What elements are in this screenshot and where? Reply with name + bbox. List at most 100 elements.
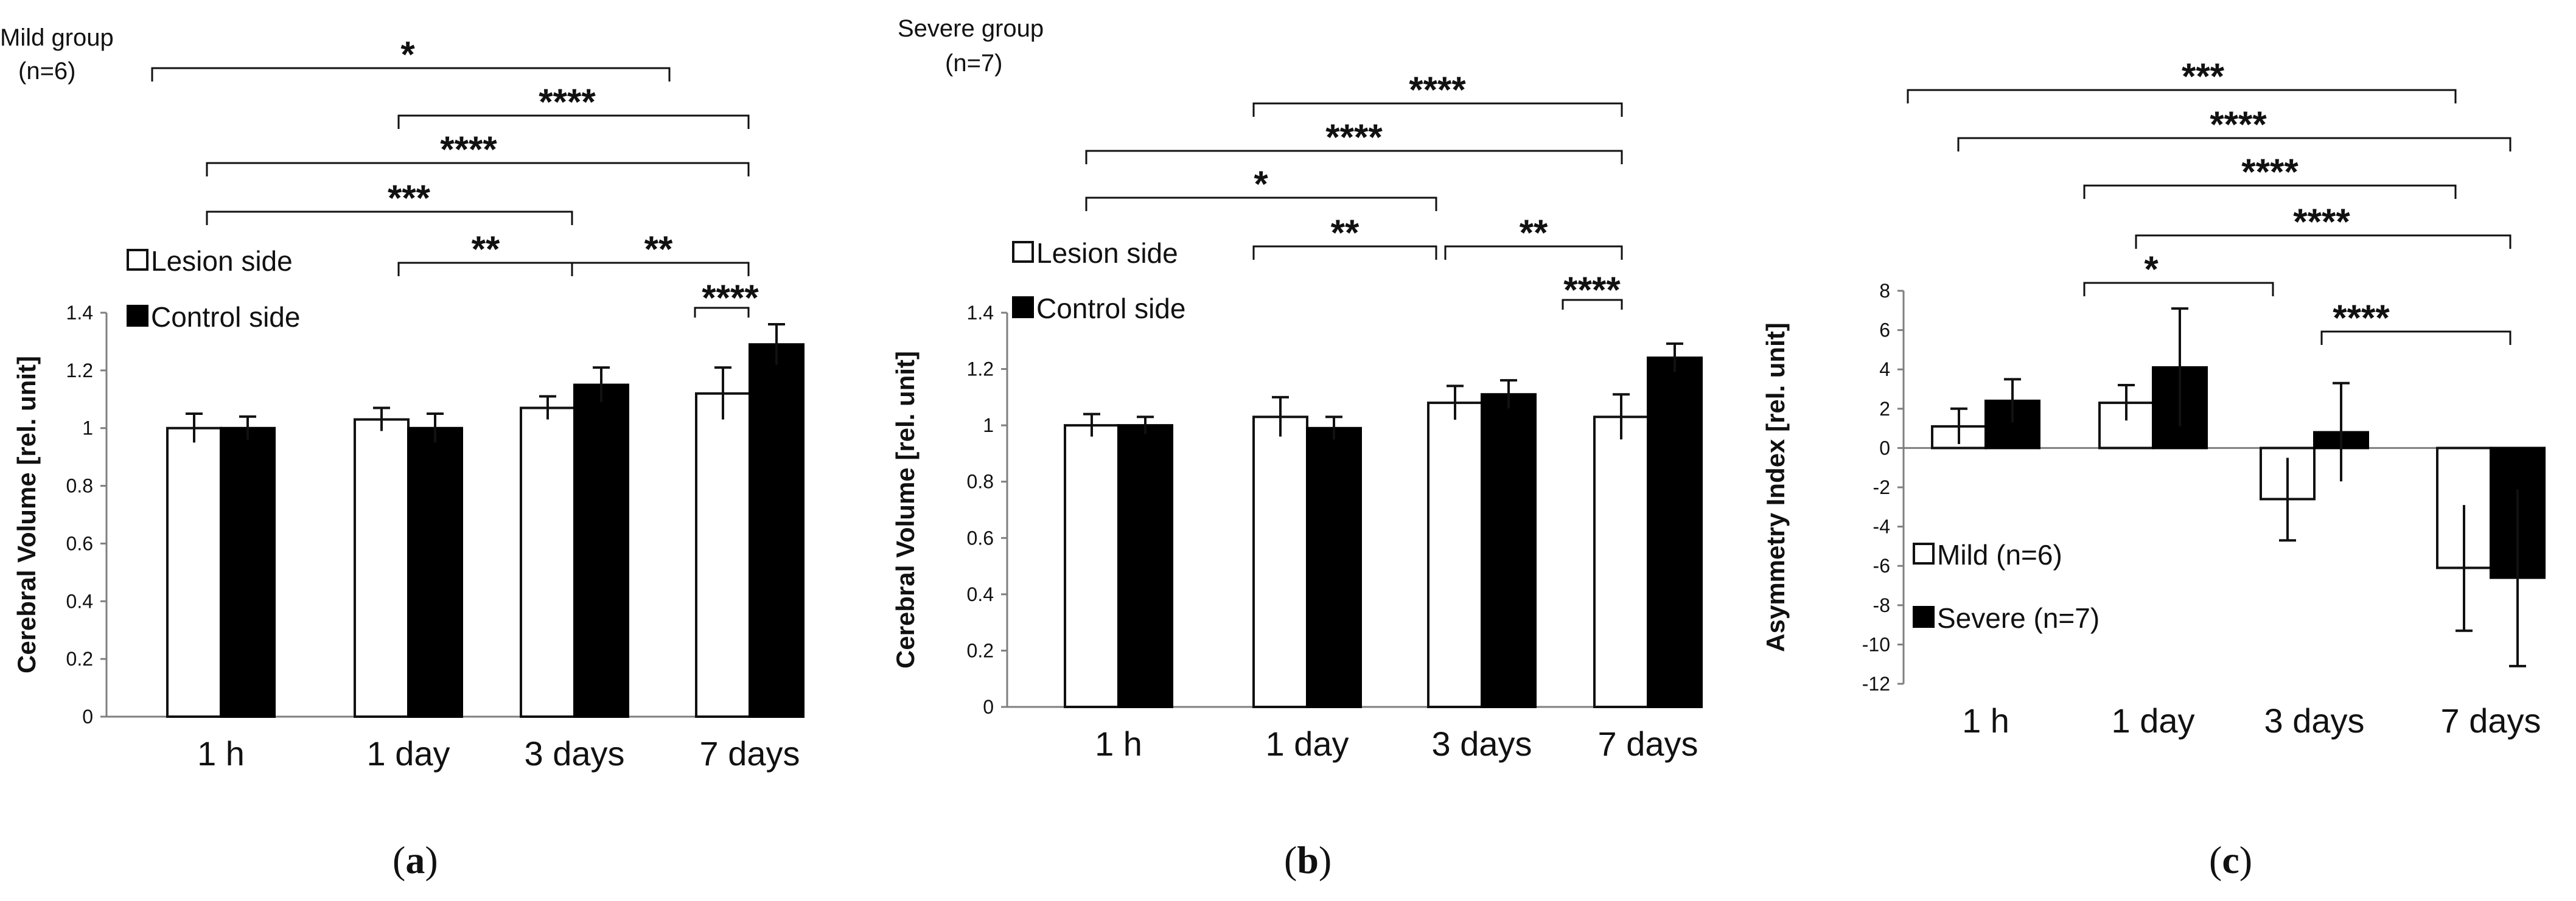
y-tick-label: 0.8 [967, 471, 994, 493]
legend-swatch [127, 249, 148, 271]
panel-label: (b) [1284, 838, 1332, 882]
y-tick-label: 1.4 [66, 302, 93, 324]
significance-bracket [151, 67, 671, 82]
significance-label: **** [2241, 151, 2299, 192]
legend-label: Lesion side [151, 245, 293, 277]
legend-label: Mild (n=6) [1937, 539, 2062, 571]
y-tick-label: -4 [1873, 516, 1890, 538]
y-tick-label: 0.8 [66, 475, 93, 497]
panel-label-letter: b [1297, 838, 1319, 882]
chart-subtitle: (n=7) [945, 50, 1003, 77]
y-tick-label: 0.6 [66, 532, 93, 554]
x-tick-label: 3 days [525, 734, 625, 773]
significance-bracket [2083, 184, 2457, 199]
x-tick-label: 7 days [2441, 701, 2541, 740]
significance-bracket [2320, 330, 2511, 345]
significance-bracket [2083, 282, 2274, 296]
panel-label-letter: a [405, 838, 425, 882]
legend-swatch [1012, 241, 1034, 263]
x-tick-label: 7 days [1598, 725, 1698, 763]
significance-bracket [1957, 137, 2511, 151]
y-tick-label: 0 [82, 706, 93, 728]
significance-bracket [206, 162, 750, 176]
x-tick-label: 1 day [1266, 725, 1349, 763]
x-tick-label: 1 day [367, 734, 450, 773]
bar-open [695, 392, 751, 718]
y-tick-label: 6 [1879, 319, 1890, 341]
significance-label: ** [1331, 212, 1360, 253]
significance-bracket [694, 307, 750, 318]
panel-label-open-paren: ( [2209, 838, 2222, 882]
significance-label: *** [2182, 56, 2225, 97]
x-tick-label: 7 days [700, 734, 800, 773]
bar-open [1252, 416, 1308, 708]
significance-label: **** [1409, 69, 1466, 110]
y-tick-label: 1 [983, 414, 994, 436]
x-tick-label: 1 day [2112, 701, 2195, 740]
y-tick-label: -6 [1873, 555, 1890, 577]
bar-open [1427, 402, 1483, 708]
panel-label: (a) [393, 838, 438, 882]
y-tick-label: 1 [82, 417, 93, 439]
panel-label-open-paren: ( [1284, 838, 1297, 882]
x-tick-label: 1 h [1095, 725, 1142, 763]
significance-bracket [1907, 89, 2457, 103]
significance-bracket [571, 262, 750, 276]
significance-bracket [397, 114, 750, 129]
bar-open [520, 406, 576, 718]
chart-panel-a: Mild group (n=6) 0 0.2 0.4 0.6 0.8 1 1.2 1.4 Cereb… [0, 24, 805, 882]
y-tick-label: 8 [1879, 280, 1890, 302]
significance-label: * [400, 34, 415, 75]
y-tick-label: 0 [983, 696, 994, 718]
significance-label: **** [2333, 297, 2390, 338]
y-tick-label: 2 [1879, 398, 1890, 420]
bar-filled [1647, 357, 1703, 708]
x-tick-label: 1 h [197, 734, 245, 773]
legend-swatch [1913, 543, 1935, 565]
panel-label-letter: c [2222, 838, 2239, 882]
significance-bracket [2135, 234, 2511, 249]
legend-swatch [1913, 606, 1935, 628]
significance-label: ** [472, 229, 500, 270]
chart-panel-b: Severe group (n=7) 0 0.2 0.4 0.6 0.8 1 1.2 1.4 Cer… [891, 15, 1703, 882]
panel-label-close-paren: ) [425, 838, 438, 882]
significance-bracket [1252, 245, 1437, 260]
y-tick-label: 4 [1879, 358, 1890, 380]
chart-panel-c: 8 6 4 2 0 -2 -4 -6 -8 -10 -12 Asymmetry Index [rel.… [1761, 56, 2546, 882]
significance-label: **** [2210, 104, 2267, 145]
significance-label: **** [702, 277, 759, 318]
significance-label: *** [388, 178, 431, 218]
x-tick-label: 1 h [1962, 701, 2009, 740]
significance-label: **** [2293, 201, 2350, 242]
y-tick-label: -8 [1873, 594, 1890, 616]
chart-title: Mild group [0, 24, 114, 51]
legend-label: Control side [1036, 293, 1185, 324]
y-axis-label: Asymmetry Index [rel. unit] [1761, 322, 1790, 652]
y-tick-label: 1.2 [66, 360, 93, 381]
y-tick-label: 0.4 [967, 583, 994, 605]
x-tick-label: 3 days [2264, 701, 2365, 740]
chart-title: Severe group [898, 15, 1044, 42]
significance-label: **** [539, 82, 596, 122]
significance-label: * [1254, 164, 1268, 204]
significance-bracket [206, 210, 573, 225]
y-tick-label: 0.2 [967, 639, 994, 661]
y-tick-label: 0.6 [967, 527, 994, 549]
bar-filled [1306, 426, 1362, 708]
bar-open [1064, 424, 1120, 709]
significance-bracket [1085, 150, 1623, 164]
y-tick-label: -10 [1862, 633, 1890, 655]
y-tick-label: 1.2 [967, 358, 994, 380]
y-tick-label: 0.4 [66, 590, 93, 612]
panel-label-close-paren: ) [2239, 838, 2252, 882]
bar-open [354, 418, 410, 718]
y-tick-label: 1.4 [967, 302, 994, 324]
bar-filled [1117, 424, 1173, 709]
y-tick-label: -2 [1873, 476, 1890, 498]
bar-filled [407, 426, 463, 718]
y-tick-label: 0.2 [66, 648, 93, 670]
significance-bracket [1085, 197, 1437, 211]
legend-swatch [1012, 296, 1034, 318]
chart-subtitle: (n=6) [18, 58, 76, 85]
